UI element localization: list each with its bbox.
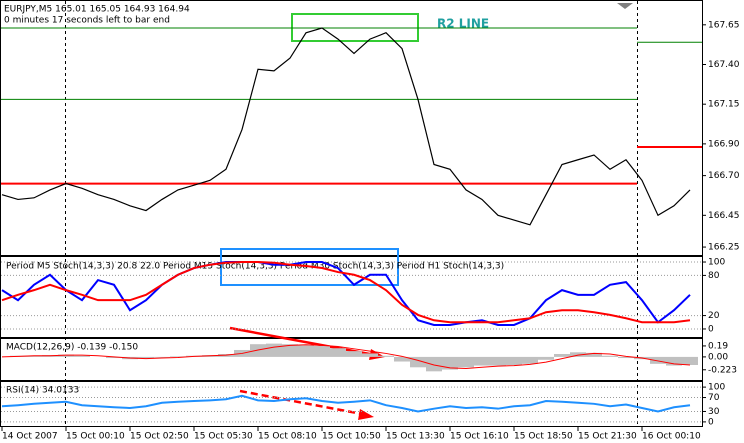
rsi-pane (0, 381, 703, 427)
histogram-bar (570, 352, 586, 357)
arrow (229, 326, 376, 357)
histogram-bar (618, 356, 634, 359)
arrow (239, 389, 363, 416)
histogram-bar (314, 345, 330, 357)
y-tick-label: 167.15 (708, 100, 740, 110)
y-tick-label: 80 (708, 271, 720, 281)
histogram-bar (458, 356, 474, 368)
y-tick-label: 70 (708, 393, 720, 403)
histogram-bar (666, 356, 682, 366)
histogram-bar (346, 351, 362, 357)
highlight-box (220, 248, 399, 286)
price-pane (0, 0, 703, 256)
y-tick-label: 100 (708, 258, 725, 268)
y-tick-label: 100 (708, 383, 725, 393)
histogram-bar (682, 356, 698, 365)
y-tick-label: 0.00 (708, 352, 728, 362)
x-tick-label: 15 Oct 00:10 (66, 432, 125, 442)
histogram-bar (538, 356, 554, 360)
x-tick-label: 15 Oct 05:30 (194, 432, 253, 442)
chart-title: EURJPY,M5 165.01 165.05 164.93 164.94 (4, 5, 190, 15)
y-tick-label: 166.70 (708, 171, 740, 181)
y-tick-label: 0 (708, 417, 714, 427)
y-tick-label: 0 (708, 324, 714, 334)
series-line (1, 27, 691, 226)
macd-pane (0, 338, 703, 381)
x-tick-label: 15 Oct 21:30 (578, 432, 637, 442)
histogram-bar (330, 348, 346, 357)
histogram-bar (362, 353, 378, 357)
chart-subtitle: 0 minutes 17 seconds left to bar end (4, 16, 170, 26)
series-line (1, 344, 691, 369)
x-tick-label: 15 Oct 13:30 (386, 432, 445, 442)
histogram-bar (378, 355, 394, 357)
histogram-bar (442, 356, 458, 370)
histogram-bar (650, 356, 666, 364)
indicator-title: MACD(12,26,9) -0.139 -0.150 (6, 343, 138, 353)
histogram-bar (250, 344, 266, 357)
histogram-bar (282, 344, 298, 357)
x-tick-label: 15 Oct 18:50 (514, 432, 573, 442)
histogram-bar (298, 345, 314, 357)
histogram-bar (26, 355, 42, 357)
series-line (1, 261, 691, 324)
y-tick-label: 166.45 (708, 211, 740, 221)
shift-marker (617, 3, 633, 9)
x-tick-label: 14 Oct 2007 (2, 432, 58, 442)
y-tick-label: 167.65 (708, 20, 740, 30)
x-tick-label: 16 Oct 00:10 (642, 432, 701, 442)
histogram-bar (394, 356, 410, 362)
histogram-bar (154, 356, 170, 358)
histogram-bar (522, 356, 538, 364)
histogram-bar (602, 355, 618, 357)
histogram-bar (106, 356, 122, 359)
indicator-title: RSI(14) 34.0133 (6, 386, 79, 396)
series-line (1, 261, 691, 326)
annotation: R2 LINE (437, 17, 489, 31)
histogram-bar (170, 356, 186, 357)
histogram-bar (74, 355, 90, 357)
histogram-bar (426, 356, 442, 372)
x-tick-label: 15 Oct 10:50 (322, 432, 381, 442)
y-tick-label: 167.40 (708, 60, 740, 70)
histogram-bar (410, 356, 426, 368)
pane-frames (0, 0, 703, 427)
x-tick-label: 15 Oct 16:10 (450, 432, 509, 442)
histogram-bar (554, 354, 570, 357)
histogram-bar (138, 356, 154, 359)
histogram-bar (474, 356, 490, 366)
y-tick-label: 20 (708, 311, 720, 321)
indicator-title: Period M5 Stoch(14,3,3) 20.8 22.0 Period… (6, 262, 504, 272)
y-tick-label: -0.223 (708, 365, 737, 375)
y-tick-label: 0.19 (708, 341, 728, 351)
x-tick-label: 15 Oct 08:10 (258, 432, 317, 442)
histogram-bar (506, 356, 522, 365)
y-tick-label: 166.25 (708, 243, 740, 253)
series-line (1, 394, 691, 413)
stoch-pane (0, 256, 703, 338)
y-tick-label: 30 (708, 407, 720, 417)
histogram-bar (266, 343, 282, 357)
histogram-bar (58, 354, 74, 357)
histogram-bar (490, 356, 506, 366)
histogram-bar (586, 352, 602, 357)
x-tick-label: 15 Oct 02:50 (130, 432, 189, 442)
y-tick-label: 166.90 (708, 139, 740, 149)
